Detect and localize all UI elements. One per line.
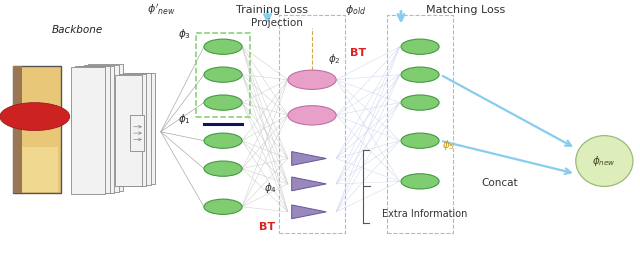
Bar bbox=[79, 66, 115, 193]
Text: Training Loss: Training Loss bbox=[236, 5, 308, 15]
Text: Matching Loss: Matching Loss bbox=[426, 5, 506, 15]
Bar bbox=[13, 66, 61, 193]
Bar bbox=[387, 15, 453, 233]
Circle shape bbox=[204, 95, 242, 110]
Circle shape bbox=[204, 199, 242, 214]
Text: $\phi_3$: $\phi_3$ bbox=[179, 27, 191, 41]
Text: $\phi_2$: $\phi_2$ bbox=[328, 52, 340, 66]
Bar bbox=[17, 147, 58, 191]
Bar bbox=[75, 66, 110, 193]
Circle shape bbox=[401, 95, 439, 110]
Bar bbox=[70, 67, 106, 194]
Circle shape bbox=[288, 106, 336, 125]
Ellipse shape bbox=[576, 136, 633, 186]
Text: $\phi_5$: $\phi_5$ bbox=[442, 137, 455, 152]
Bar bbox=[196, 33, 250, 117]
Text: $\phi_1$: $\phi_1$ bbox=[179, 112, 191, 126]
Text: $\phi_{new}$: $\phi_{new}$ bbox=[593, 154, 616, 168]
Circle shape bbox=[204, 39, 242, 54]
Circle shape bbox=[204, 161, 242, 176]
Bar bbox=[130, 115, 143, 151]
Circle shape bbox=[204, 133, 242, 148]
Circle shape bbox=[401, 174, 439, 189]
Text: Extra Information: Extra Information bbox=[382, 209, 467, 219]
Text: Backbone: Backbone bbox=[51, 25, 102, 35]
Circle shape bbox=[401, 133, 439, 148]
Circle shape bbox=[288, 70, 336, 89]
Polygon shape bbox=[292, 152, 326, 166]
Text: $\phi_{old}$: $\phi_{old}$ bbox=[345, 3, 366, 17]
Bar bbox=[129, 72, 155, 184]
Bar bbox=[120, 74, 146, 186]
Bar bbox=[84, 65, 119, 192]
Text: BT: BT bbox=[259, 222, 276, 232]
Polygon shape bbox=[292, 177, 326, 191]
Text: BT: BT bbox=[350, 48, 366, 58]
Bar bbox=[124, 73, 150, 185]
Bar bbox=[115, 75, 141, 186]
Text: $\phi'_{new}$: $\phi'_{new}$ bbox=[147, 2, 175, 17]
Polygon shape bbox=[292, 205, 326, 219]
Bar bbox=[13, 66, 22, 193]
Bar bbox=[88, 64, 124, 191]
Text: Concat: Concat bbox=[481, 178, 518, 188]
Text: $\phi_4$: $\phi_4$ bbox=[264, 181, 277, 195]
Circle shape bbox=[401, 67, 439, 82]
Circle shape bbox=[401, 39, 439, 54]
Text: Projection: Projection bbox=[251, 17, 303, 27]
Bar bbox=[279, 15, 345, 233]
Circle shape bbox=[0, 103, 70, 131]
Circle shape bbox=[204, 67, 242, 82]
